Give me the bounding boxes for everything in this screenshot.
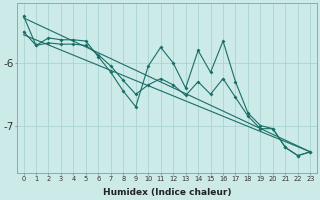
- X-axis label: Humidex (Indice chaleur): Humidex (Indice chaleur): [103, 188, 231, 197]
